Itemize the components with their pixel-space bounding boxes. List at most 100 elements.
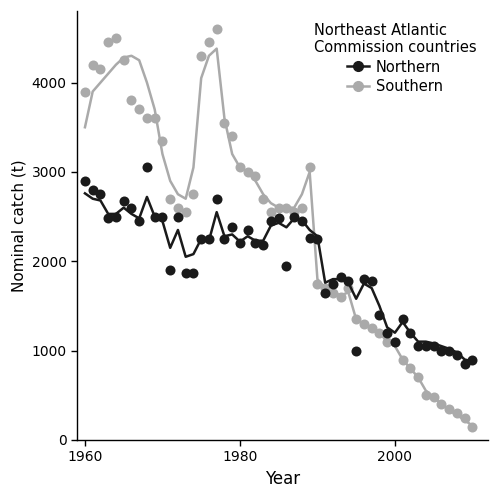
Point (391, 338, 399, 346)
Point (453, 409, 461, 417)
Point (461, 360, 469, 368)
Point (344, 284, 352, 292)
Point (244, 168, 251, 176)
Point (360, 320, 368, 328)
Point (104, 215, 112, 223)
Point (174, 213, 182, 221)
Point (399, 355, 407, 363)
Point (313, 235, 321, 243)
Point (221, 119, 229, 127)
Point (112, 213, 120, 221)
Point (259, 195, 267, 203)
Point (406, 329, 414, 337)
Point (182, 208, 190, 216)
Point (213, 25, 221, 33)
Point (96, 190, 104, 198)
Point (282, 261, 290, 269)
Point (112, 34, 120, 42)
Point (267, 217, 275, 225)
Point (251, 172, 259, 180)
Point (337, 273, 345, 281)
Point (159, 213, 167, 221)
Point (430, 342, 438, 350)
Point (306, 234, 314, 242)
Point (329, 288, 337, 296)
Point (383, 338, 391, 346)
Point (438, 347, 446, 355)
Point (174, 204, 182, 212)
Point (244, 226, 251, 234)
Point (251, 240, 259, 248)
Point (298, 217, 306, 225)
Point (236, 240, 244, 248)
Point (190, 190, 198, 198)
Point (321, 284, 329, 292)
Point (391, 338, 399, 346)
Point (213, 195, 221, 203)
Point (282, 204, 290, 212)
Point (236, 164, 244, 172)
Point (143, 164, 151, 172)
Point (143, 114, 151, 122)
Point (399, 315, 407, 323)
Point (368, 277, 376, 285)
Point (274, 215, 282, 223)
Point (453, 351, 461, 359)
Point (368, 324, 376, 332)
Point (422, 391, 430, 399)
Point (197, 235, 205, 243)
Point (197, 52, 205, 60)
Point (352, 315, 360, 323)
Point (313, 279, 321, 287)
Point (166, 266, 174, 274)
Point (414, 342, 422, 350)
Legend: Northern, Southern: Northern, Southern (309, 18, 481, 98)
Point (89, 186, 97, 194)
Point (274, 204, 282, 212)
Point (352, 347, 360, 355)
Point (166, 195, 174, 203)
Point (306, 164, 314, 172)
Point (422, 342, 430, 350)
Point (81, 177, 89, 185)
Point (290, 208, 298, 216)
Point (159, 137, 167, 145)
Point (151, 114, 159, 122)
Point (337, 293, 345, 301)
Point (445, 347, 453, 355)
Point (205, 235, 213, 243)
Point (321, 288, 329, 296)
Point (135, 105, 143, 113)
Point (120, 56, 128, 64)
Point (375, 311, 383, 319)
Point (383, 329, 391, 337)
Point (259, 241, 267, 249)
Point (120, 197, 128, 205)
Point (360, 275, 368, 283)
Point (89, 61, 97, 69)
Point (329, 279, 337, 287)
Point (344, 277, 352, 285)
Point (461, 414, 469, 422)
Point (190, 269, 198, 277)
Point (267, 208, 275, 216)
Point (182, 269, 190, 277)
Point (290, 213, 298, 221)
Point (151, 213, 159, 221)
Point (205, 38, 213, 46)
Point (135, 217, 143, 225)
Point (96, 65, 104, 73)
Point (406, 364, 414, 372)
Point (438, 400, 446, 408)
Point (445, 405, 453, 413)
Point (375, 329, 383, 337)
Point (104, 38, 112, 46)
Y-axis label: Nominal catch (t): Nominal catch (t) (11, 159, 26, 292)
Point (469, 423, 477, 431)
Point (81, 87, 89, 95)
Point (298, 204, 306, 212)
Point (127, 204, 135, 212)
Point (414, 373, 422, 381)
X-axis label: Year: Year (265, 470, 300, 488)
Point (430, 393, 438, 401)
